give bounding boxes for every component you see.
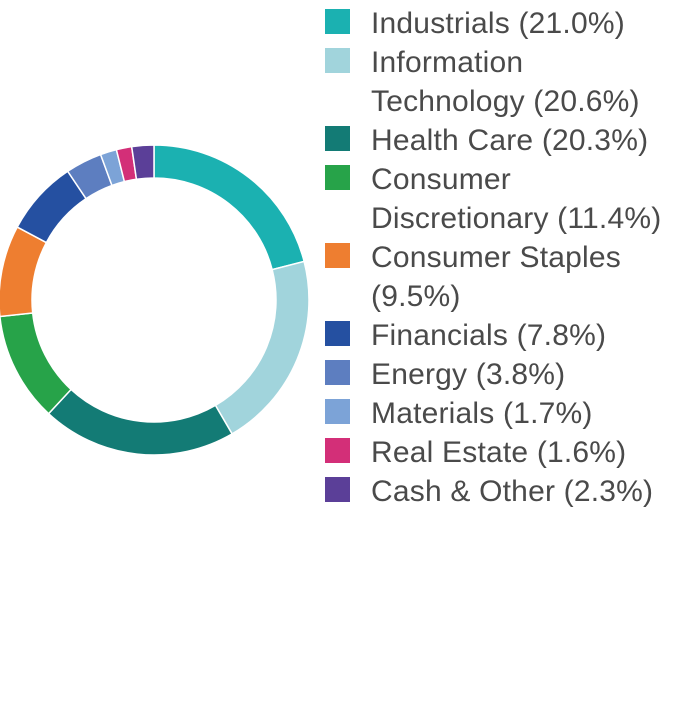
legend-label-5: Financials (7.8%): [371, 319, 607, 352]
legend-item-5: Financials (7.8%): [325, 316, 670, 355]
legend-item-0: Industrials (21.0%): [325, 4, 670, 43]
legend-item-7: Materials (1.7%): [325, 394, 670, 433]
legend-swatch-4: [325, 243, 350, 268]
legend-swatch-7: [325, 399, 350, 424]
chart-legend: Industrials (21.0%) Information Technolog…: [325, 4, 670, 511]
legend-item-3: Consumer Discretionary (11.4%): [325, 160, 670, 238]
legend-swatch-1: [325, 48, 350, 73]
donut-slice-2: [47, 388, 234, 456]
legend-label-4: Consumer Staples (9.5%): [371, 241, 621, 313]
legend-label-3: Consumer Discretionary (11.4%): [371, 163, 662, 235]
legend-swatch-2: [325, 126, 350, 151]
donut-slice-0: [153, 144, 306, 271]
legend-swatch-6: [325, 360, 350, 385]
donut-slice-1: [214, 260, 310, 435]
legend-item-2: Health Care (20.3%): [325, 121, 670, 160]
legend-swatch-0: [325, 9, 350, 34]
legend-label-9: Cash & Other (2.3%): [371, 475, 654, 508]
legend-item-8: Real Estate (1.6%): [325, 433, 670, 472]
legend-swatch-8: [325, 438, 350, 463]
donut-chart: [0, 144, 310, 456]
legend-label-6: Energy (3.8%): [371, 358, 566, 391]
legend-item-6: Energy (3.8%): [325, 355, 670, 394]
legend-swatch-3: [325, 165, 350, 190]
legend-item-4: Consumer Staples (9.5%): [325, 238, 670, 316]
legend-label-2: Health Care (20.3%): [371, 124, 649, 157]
legend-swatch-9: [325, 477, 350, 502]
donut-slice-9: [130, 144, 155, 181]
donut-slice-4: [0, 226, 48, 318]
legend-label-0: Industrials (21.0%): [371, 7, 625, 40]
donut-slice-3: [0, 312, 73, 415]
legend-label-8: Real Estate (1.6%): [371, 436, 627, 469]
legend-swatch-5: [325, 321, 350, 346]
legend-item-1: Information Technology (20.6%): [325, 43, 670, 121]
legend-item-9: Cash & Other (2.3%): [325, 472, 670, 511]
legend-label-7: Materials (1.7%): [371, 397, 593, 430]
legend-label-1: Information Technology (20.6%): [371, 46, 640, 118]
